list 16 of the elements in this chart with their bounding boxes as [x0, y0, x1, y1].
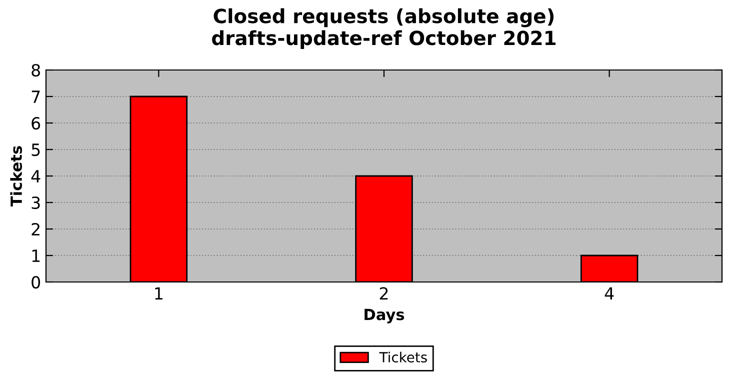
x-tick-label: 4 [604, 287, 614, 300]
x-tick-label: 1 [155, 287, 162, 300]
y-tick-label: 6 [32, 116, 40, 130]
legend-label: Tickets [379, 352, 427, 362]
y-tick-label: 7 [32, 90, 40, 103]
x-tick-label: 2 [380, 287, 388, 300]
x-axis-title: Days [364, 308, 404, 324]
y-tick-label: 1 [32, 250, 40, 262]
y-tick-label: 0 [32, 276, 40, 289]
y-tick-label: 3 [32, 196, 40, 210]
y-tick-label: 8 [32, 64, 40, 77]
y-tick-label: 2 [32, 222, 40, 236]
y-tick-label: 5 [32, 144, 40, 156]
chart-title: Closed requests (absolute age) drafts-update-ref October 2021 [212, 8, 556, 50]
y-axis-title: Tickets [10, 146, 22, 207]
y-tick-label: 4 [31, 170, 40, 182]
